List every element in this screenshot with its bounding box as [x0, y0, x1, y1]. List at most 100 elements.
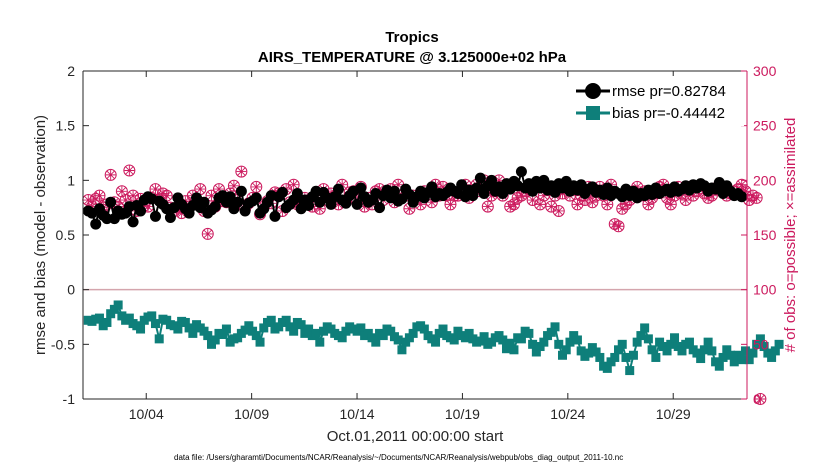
bias-marker	[565, 337, 575, 347]
obs-assimilated-marker	[143, 201, 154, 212]
obs-assimilated-marker	[527, 195, 538, 206]
obs-assimilated-marker	[617, 203, 628, 214]
bias-marker	[184, 323, 194, 333]
bias-marker	[666, 339, 676, 349]
obs-possible-marker	[89, 192, 102, 205]
rmse-marker	[426, 181, 438, 193]
obs-possible-marker	[679, 194, 692, 207]
rmse-marker	[351, 198, 363, 210]
bias-marker	[774, 339, 784, 349]
bias-marker	[188, 328, 198, 338]
obs-assimilated-marker	[116, 186, 127, 197]
obs-assimilated-marker	[157, 188, 168, 199]
y-tick-label-right: 150	[753, 227, 777, 243]
bias-marker	[718, 352, 728, 362]
bias-marker	[557, 350, 567, 360]
bias-marker	[378, 331, 388, 341]
bias-marker	[218, 329, 228, 339]
bias-marker	[748, 348, 758, 358]
bias-marker	[397, 345, 407, 355]
bias-marker	[726, 350, 736, 360]
bias-marker	[737, 355, 747, 365]
data-file-footnote: data file: /Users/gharamti/Documents/NCA…	[174, 453, 623, 462]
obs-assimilated-marker	[505, 201, 516, 212]
rmse-marker	[486, 174, 498, 186]
rmse-marker	[127, 216, 139, 228]
bias-marker	[259, 323, 269, 333]
bias-marker	[244, 321, 254, 331]
rmse-marker	[269, 210, 281, 222]
legend-rmse-label: rmse pr=0.82784	[612, 83, 726, 100]
rmse-marker	[209, 201, 221, 213]
obs-assimilated-marker	[445, 199, 456, 210]
obs-possible-marker	[235, 165, 248, 178]
obs-assimilated-marker	[87, 201, 98, 212]
bias-marker	[464, 328, 474, 338]
obs-assimilated-marker	[176, 208, 187, 219]
bias-marker	[684, 337, 694, 347]
bias-marker	[337, 333, 347, 343]
obs-possible-marker	[227, 179, 240, 192]
y-axis-label: rmse and bias (model - observation)	[32, 115, 49, 355]
rmse-marker	[736, 191, 748, 203]
obs-assimilated-marker	[128, 190, 139, 201]
obs-assimilated-marker	[404, 203, 415, 214]
legend-rmse-marker	[585, 83, 601, 99]
obs-assimilated-marker	[516, 190, 527, 201]
obs-possible-marker	[616, 202, 629, 215]
bias-marker	[501, 344, 511, 354]
obs-assimilated-marker	[374, 184, 385, 195]
bias-marker	[147, 311, 157, 321]
bias-marker	[744, 355, 754, 365]
bias-marker	[281, 315, 291, 325]
obs-assimilated-marker	[251, 181, 262, 192]
bias-marker	[449, 335, 459, 345]
bias-marker	[479, 332, 489, 342]
bias-marker	[386, 326, 396, 336]
obs-possible-marker	[552, 204, 565, 217]
chart-title: Tropics	[385, 29, 438, 46]
bias-marker	[516, 334, 526, 344]
obs-assimilated-marker	[747, 190, 758, 201]
y-axis-label-right: # of obs: o=possible; ×=assimilated	[782, 118, 799, 353]
rmse-marker	[164, 212, 176, 224]
bias-marker	[617, 339, 627, 349]
obs-possible-marker	[93, 189, 106, 202]
obs-assimilated-marker	[195, 184, 206, 195]
obs-assimilated-marker	[415, 199, 426, 210]
obs-assimilated-marker	[744, 195, 755, 206]
bias-marker	[221, 324, 231, 334]
obs-assimilated-marker	[314, 203, 325, 214]
bias-marker	[755, 334, 765, 344]
obs-assimilated-marker	[393, 179, 404, 190]
obs-assimilated-marker	[508, 199, 519, 210]
bias-marker	[498, 335, 508, 345]
rmse-marker	[198, 196, 210, 208]
bias-marker	[572, 335, 582, 345]
obs-assimilated-marker	[572, 199, 583, 210]
obs-assimilated-marker	[494, 175, 505, 186]
x-ticks: 10/04 10/09 10/14 10/19 10/24 10/29	[129, 71, 691, 422]
rmse-marker	[303, 199, 315, 211]
bias-marker	[729, 357, 739, 367]
bias-marker	[621, 352, 631, 362]
obs-possible-marker	[104, 168, 117, 181]
obs-assimilated-marker	[292, 199, 303, 210]
bias-marker	[610, 352, 620, 362]
rmse-marker	[90, 218, 102, 230]
obs-assimilated-marker	[94, 190, 105, 201]
rmse-series	[82, 166, 748, 230]
obs-assimilated-marker	[579, 195, 590, 206]
obs-assimilated-marker	[706, 190, 717, 201]
bias-marker	[255, 337, 265, 347]
obs-assimilated-marker	[83, 195, 94, 206]
bias-marker	[203, 331, 213, 341]
obs-assimilated-marker	[751, 192, 762, 203]
obs-assimilated-marker	[228, 180, 239, 191]
bias-marker	[643, 334, 653, 344]
obs-assimilated-marker	[602, 199, 613, 210]
bias-marker	[662, 346, 672, 356]
bias-marker	[113, 300, 123, 310]
obs-assimilated-marker	[632, 181, 643, 192]
